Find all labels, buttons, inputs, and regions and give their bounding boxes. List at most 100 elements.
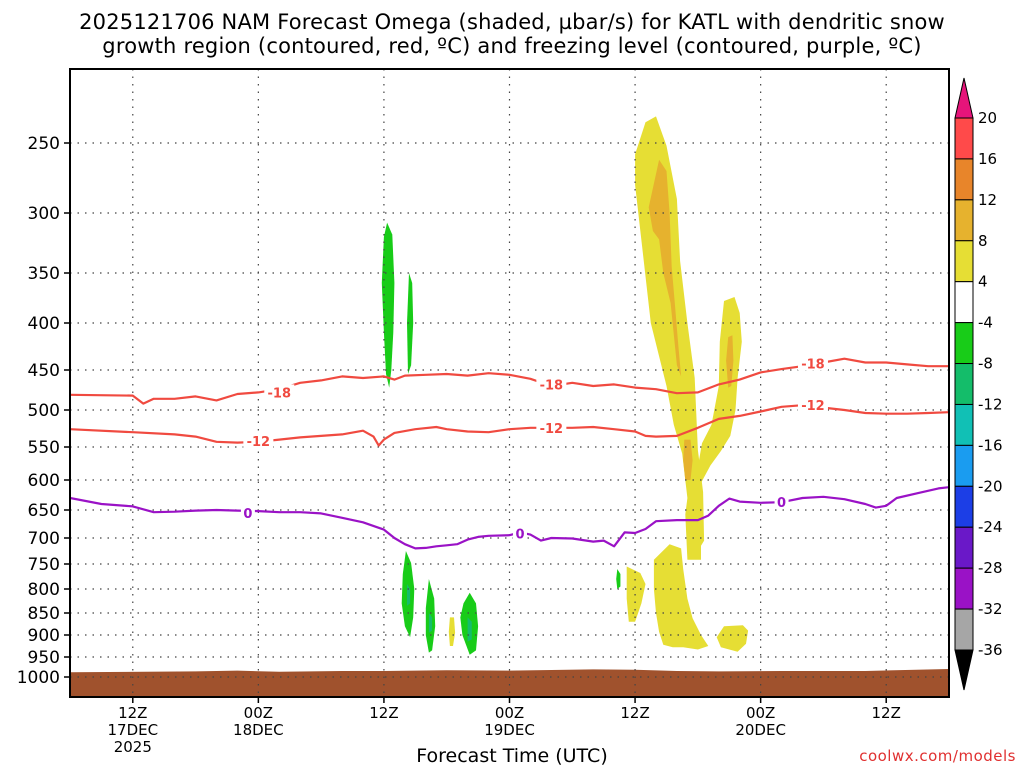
minus12-line xyxy=(70,404,949,447)
colorbar-label: -4 xyxy=(978,314,993,332)
colorbar-segment xyxy=(954,444,974,487)
y-tick-label: 650 xyxy=(28,501,60,521)
colorbar-label: -32 xyxy=(978,600,1003,618)
chart-title-line-2: growth region (contoured, red, ºC) and f… xyxy=(102,34,922,58)
y-tick-label: 1000 xyxy=(17,668,60,688)
x-tick-label: 00Z xyxy=(495,704,524,722)
orange-upper-core xyxy=(648,159,682,377)
colorbar-segment xyxy=(954,199,974,242)
contour-label: -18 xyxy=(540,378,564,393)
green-low-blob-4 xyxy=(616,569,621,589)
colorbar-segment xyxy=(954,608,974,651)
y-tick-label: 300 xyxy=(28,204,60,224)
orange-right-core xyxy=(726,335,734,388)
colorbar-segment xyxy=(954,240,974,283)
contour-label: -18 xyxy=(801,357,825,372)
contour-label-bg xyxy=(536,376,567,392)
yellow-small-blob xyxy=(448,617,456,646)
x-tick-label: 18DEC xyxy=(233,721,284,739)
y-tick-label: 500 xyxy=(28,401,60,421)
contour-label: -12 xyxy=(247,435,271,450)
y-tick-label: 350 xyxy=(28,264,60,284)
contour-label-bg xyxy=(536,419,567,435)
colorbar-segment xyxy=(954,322,974,365)
green-upper-blob xyxy=(381,222,395,388)
contour-label-bg xyxy=(243,433,274,449)
x-axis-label: Forecast Time (UTC) xyxy=(416,745,608,767)
colorbar-segment xyxy=(954,117,974,160)
colorbar-label: -8 xyxy=(978,355,993,373)
colorbar-label: -24 xyxy=(978,518,1003,536)
colorbar-segment xyxy=(954,526,974,569)
y-tick-label: 400 xyxy=(28,314,60,334)
colorbar-top-arrow xyxy=(954,77,974,119)
contour-label: -12 xyxy=(801,399,825,414)
colorbar-label: 20 xyxy=(978,109,997,127)
x-tick-label: 12Z xyxy=(872,704,901,722)
colorbar-label: 8 xyxy=(978,232,988,250)
chart-title-line-1: 2025121706 NAM Forecast Omega (shaded, µ… xyxy=(79,10,945,34)
orange-mid-core xyxy=(683,439,693,480)
x-tick-label: 19DEC xyxy=(484,721,535,739)
y-tick-label: 600 xyxy=(28,471,60,491)
contour-label: 0 xyxy=(777,496,786,511)
colorbar-label: 12 xyxy=(978,191,997,209)
colorbar-label: -16 xyxy=(978,436,1003,454)
colorbar-label: 4 xyxy=(978,273,988,291)
omega-shading-layer xyxy=(381,116,749,655)
x-tick-label: 00Z xyxy=(244,704,273,722)
colorbar-segment xyxy=(954,281,974,324)
x-tick-label: 12Z xyxy=(369,704,398,722)
x-tick-label: 17DEC xyxy=(107,721,158,739)
y-tick-label: 850 xyxy=(28,604,60,624)
credit-text: coolwx.com/models xyxy=(859,747,1016,765)
green-upper-right-blob xyxy=(407,273,414,374)
plot-background xyxy=(70,69,949,697)
y-tick-label: 900 xyxy=(28,626,60,646)
colorbar-label: -20 xyxy=(978,477,1003,495)
y-tick-label: 550 xyxy=(28,438,60,458)
contour-label: 0 xyxy=(243,507,252,522)
y-tick-label: 800 xyxy=(28,580,60,600)
contour-label-bg xyxy=(512,525,527,541)
yellow-low-right xyxy=(716,625,749,652)
yellow-low-main xyxy=(653,544,709,650)
x-tick-label: 2025 xyxy=(114,738,152,756)
contour-label: -18 xyxy=(268,386,292,401)
teal-core-2 xyxy=(428,613,433,633)
zero-line xyxy=(70,486,949,550)
x-tick-label: 00Z xyxy=(746,704,775,722)
colorbar: 20 16 12 8 4 -4 -8 -12 -16 -20 -24 -28 -32 -36 xyxy=(954,77,1003,691)
colorbar-label: -36 xyxy=(978,641,1003,659)
y-tick-label: 750 xyxy=(28,555,60,575)
x-tick-label: 12Z xyxy=(118,704,147,722)
colorbar-segment xyxy=(954,567,974,610)
x-tick-label: 12Z xyxy=(620,704,649,722)
colorbar-label: 16 xyxy=(978,150,997,168)
colorbar-segment xyxy=(954,363,974,405)
x-tick-label: 20DEC xyxy=(735,721,786,739)
contour-label: 0 xyxy=(515,528,524,543)
contour-label-bg xyxy=(774,494,789,510)
colorbar-segment xyxy=(954,485,974,528)
colorbar-segment xyxy=(954,403,974,446)
y-tick-label: 250 xyxy=(28,134,60,154)
contour-label: -12 xyxy=(540,422,564,437)
colorbar-segment xyxy=(954,158,974,201)
y-tick-label: 700 xyxy=(28,529,60,549)
yellow-low-left xyxy=(626,566,646,622)
y-tick-label: 950 xyxy=(28,648,60,668)
contour-label-bg xyxy=(264,384,295,400)
colorbar-label: -28 xyxy=(978,559,1003,577)
contour-label-bg xyxy=(797,397,828,413)
colorbar-bottom-arrow xyxy=(954,649,974,691)
contour-label-bg xyxy=(240,504,255,520)
ground-fill xyxy=(70,669,949,697)
ground-layer xyxy=(70,669,949,697)
y-tick-label: 450 xyxy=(28,361,60,381)
colorbar-label: -12 xyxy=(978,395,1003,413)
y-axis: 2503003504004505005506006507007508008509… xyxy=(17,134,70,688)
contour-labels: -18 -18 -18 -12 -12 -12 0 0 0 xyxy=(240,355,828,543)
